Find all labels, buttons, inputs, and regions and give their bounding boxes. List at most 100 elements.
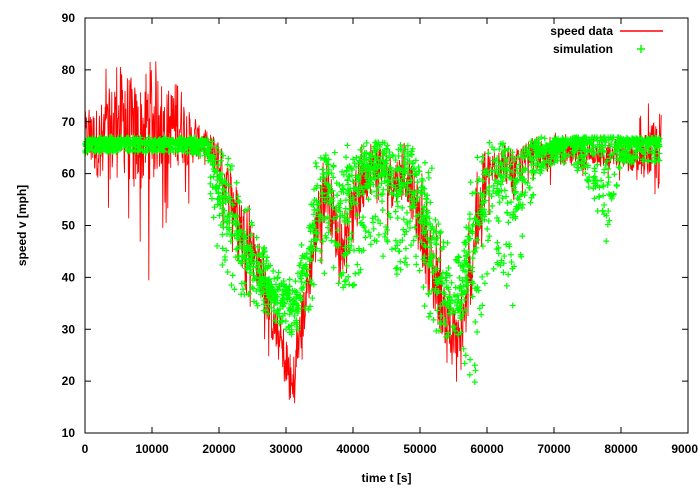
simulation-point <box>291 312 298 319</box>
simulation-point <box>615 157 622 164</box>
simulation-point <box>466 216 473 223</box>
simulation-point <box>280 295 287 302</box>
simulation-point <box>513 165 520 172</box>
simulation-point <box>345 273 352 280</box>
simulation-point <box>580 139 587 146</box>
simulation-point <box>595 194 602 201</box>
simulation-point <box>261 278 268 285</box>
simulation-point <box>428 287 435 294</box>
simulation-point <box>283 288 290 295</box>
simulation-point <box>541 150 548 157</box>
simulation-point <box>310 211 317 218</box>
simulation-point <box>385 210 392 217</box>
simulation-point <box>411 197 418 204</box>
simulation-point <box>463 278 470 285</box>
simulation-point <box>598 144 605 151</box>
simulation-point <box>472 189 479 196</box>
simulation-point <box>141 137 148 144</box>
simulation-point <box>420 212 427 219</box>
simulation-point <box>377 156 384 163</box>
simulation-point <box>421 230 428 237</box>
simulation-point <box>508 153 515 160</box>
simulation-point <box>508 259 515 266</box>
simulation-point <box>286 324 293 331</box>
simulation-point <box>539 154 546 161</box>
simulation-point <box>328 237 335 244</box>
simulation-point <box>375 231 382 238</box>
simulation-point <box>440 299 447 306</box>
simulation-point <box>499 150 506 157</box>
simulation-point <box>509 149 516 156</box>
simulation-point <box>345 218 352 225</box>
simulation-point <box>224 161 231 168</box>
simulation-point <box>462 289 469 296</box>
simulation-point <box>341 252 348 259</box>
simulation-point <box>238 243 245 250</box>
y-tick-label: 20 <box>62 374 76 388</box>
simulation-point <box>521 192 528 199</box>
simulation-point <box>493 162 500 169</box>
simulation-point <box>408 242 415 249</box>
simulation-point <box>461 247 468 254</box>
simulation-point <box>229 272 236 279</box>
simulation-point <box>472 318 479 325</box>
simulation-point <box>585 184 592 191</box>
simulation-point <box>253 234 260 241</box>
simulation-point <box>236 199 243 206</box>
simulation-point <box>451 291 458 298</box>
simulation-point <box>234 245 241 252</box>
simulation-point <box>172 140 179 147</box>
simulation-point <box>645 143 652 150</box>
simulation-point <box>371 147 378 154</box>
simulation-point <box>275 286 282 293</box>
simulation-point <box>460 283 467 290</box>
simulation-point <box>396 164 403 171</box>
simulation-point <box>296 262 303 269</box>
simulation-point <box>309 246 316 253</box>
simulation-point <box>381 140 388 147</box>
simulation-point <box>532 147 539 154</box>
simulation-point <box>578 153 585 160</box>
simulation-point <box>421 217 428 224</box>
simulation-point <box>437 228 444 235</box>
simulation-point <box>383 223 390 230</box>
simulation-point <box>276 313 283 320</box>
simulation-point <box>256 284 263 291</box>
simulation-point <box>268 281 275 288</box>
simulation-point <box>344 186 351 193</box>
simulation-point <box>155 137 162 144</box>
simulation-point <box>208 195 215 202</box>
simulation-point <box>462 307 469 314</box>
simulation-point <box>332 206 339 213</box>
simulation-point <box>412 157 419 164</box>
simulation-point <box>594 182 601 189</box>
simulation-point <box>367 241 374 248</box>
simulation-point <box>363 139 370 146</box>
simulation-point <box>292 278 299 285</box>
simulation-point <box>227 238 234 245</box>
simulation-point <box>381 233 388 240</box>
simulation-point <box>299 252 306 259</box>
simulation-point <box>110 147 117 154</box>
simulation-point <box>511 263 518 270</box>
simulation-point <box>570 152 577 159</box>
simulation-point <box>469 230 476 237</box>
simulation-point <box>443 277 450 284</box>
simulation-point <box>314 207 321 214</box>
simulation-point <box>469 293 476 300</box>
simulation-point <box>555 140 562 147</box>
simulation-point <box>311 217 318 224</box>
simulation-point <box>424 192 431 199</box>
simulation-point <box>514 170 521 177</box>
simulation-point <box>464 233 471 240</box>
simulation-point <box>367 179 374 186</box>
simulation-point <box>540 158 547 165</box>
simulation-point <box>530 191 537 198</box>
simulation-point <box>426 237 433 244</box>
simulation-point <box>580 157 587 164</box>
simulation-point <box>343 262 350 269</box>
simulation-point <box>591 173 598 180</box>
axis-ticks: 0 10000 20000 30000 40000 50000 60000 70000 8000… <box>62 11 698 456</box>
simulation-point <box>240 247 247 254</box>
simulation-point <box>216 182 223 189</box>
